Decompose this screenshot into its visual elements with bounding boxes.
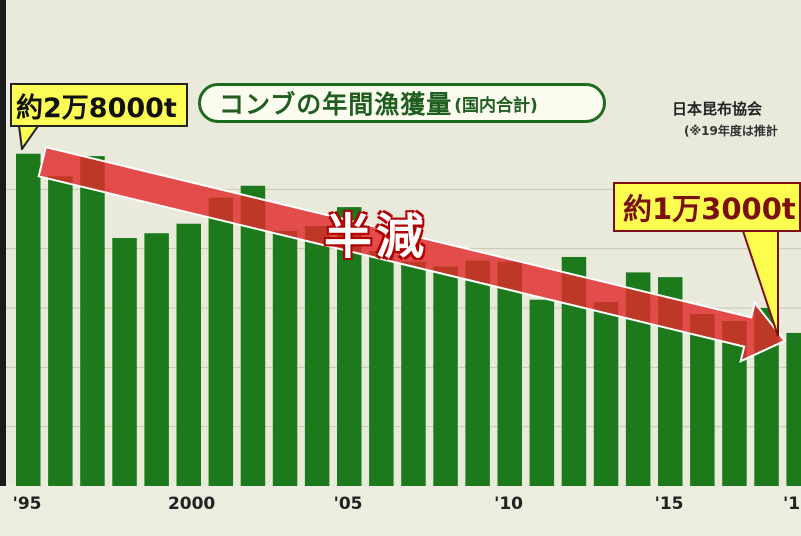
x-tick-label: '05 [333, 494, 363, 514]
bar-1998 [112, 237, 137, 486]
chart-title: コンブの年間漁獲量 [219, 90, 453, 119]
trend-label: 半減 [324, 209, 429, 265]
x-tick-label: '19 [783, 494, 801, 514]
bar-1995 [16, 153, 41, 486]
x-tick-label: '15 [654, 494, 684, 514]
bar-2006 [369, 251, 394, 486]
chart-subtitle: (国内合計) [454, 95, 538, 116]
x-tick-label: '10 [494, 494, 524, 514]
x-tick-label: 2000 [167, 494, 216, 514]
trend-arrow-shape [37, 145, 787, 363]
end-callout-tail [742, 231, 779, 337]
bar-2004 [304, 226, 330, 486]
bar-1999 [144, 233, 169, 486]
bar-2002 [240, 185, 266, 487]
bar-2016 [690, 313, 715, 486]
end-value-callout: 約1万3000t [613, 182, 801, 232]
bar-2007 [401, 261, 426, 486]
source-note: (※19年度は推計 [684, 124, 778, 138]
x-tick-label: '95 [12, 494, 42, 514]
bar-2011 [529, 299, 555, 486]
bar-1996 [48, 176, 73, 486]
x-axis-band: '95 2000 '05 '10 '15 '19 [0, 486, 801, 536]
source-label: 日本昆布協会 [672, 100, 763, 118]
bar-2008 [433, 266, 458, 486]
bar-2009 [465, 260, 490, 486]
bar-2010 [497, 261, 522, 486]
start-value-callout: 約2万8000t [10, 83, 188, 127]
bar-1997 [80, 156, 105, 486]
bar-2000 [176, 223, 201, 486]
start-callout-tail [18, 126, 40, 150]
trend-arrow [37, 145, 787, 363]
bar-2013 [593, 302, 619, 486]
left-edge-divider [0, 0, 6, 536]
bar-2019 [786, 332, 801, 486]
bar-2017 [722, 321, 747, 486]
bar-2003 [272, 230, 298, 486]
bar-2001 [208, 197, 234, 486]
chart-title-pill: コンブの年間漁獲量 (国内合計) [198, 83, 606, 123]
